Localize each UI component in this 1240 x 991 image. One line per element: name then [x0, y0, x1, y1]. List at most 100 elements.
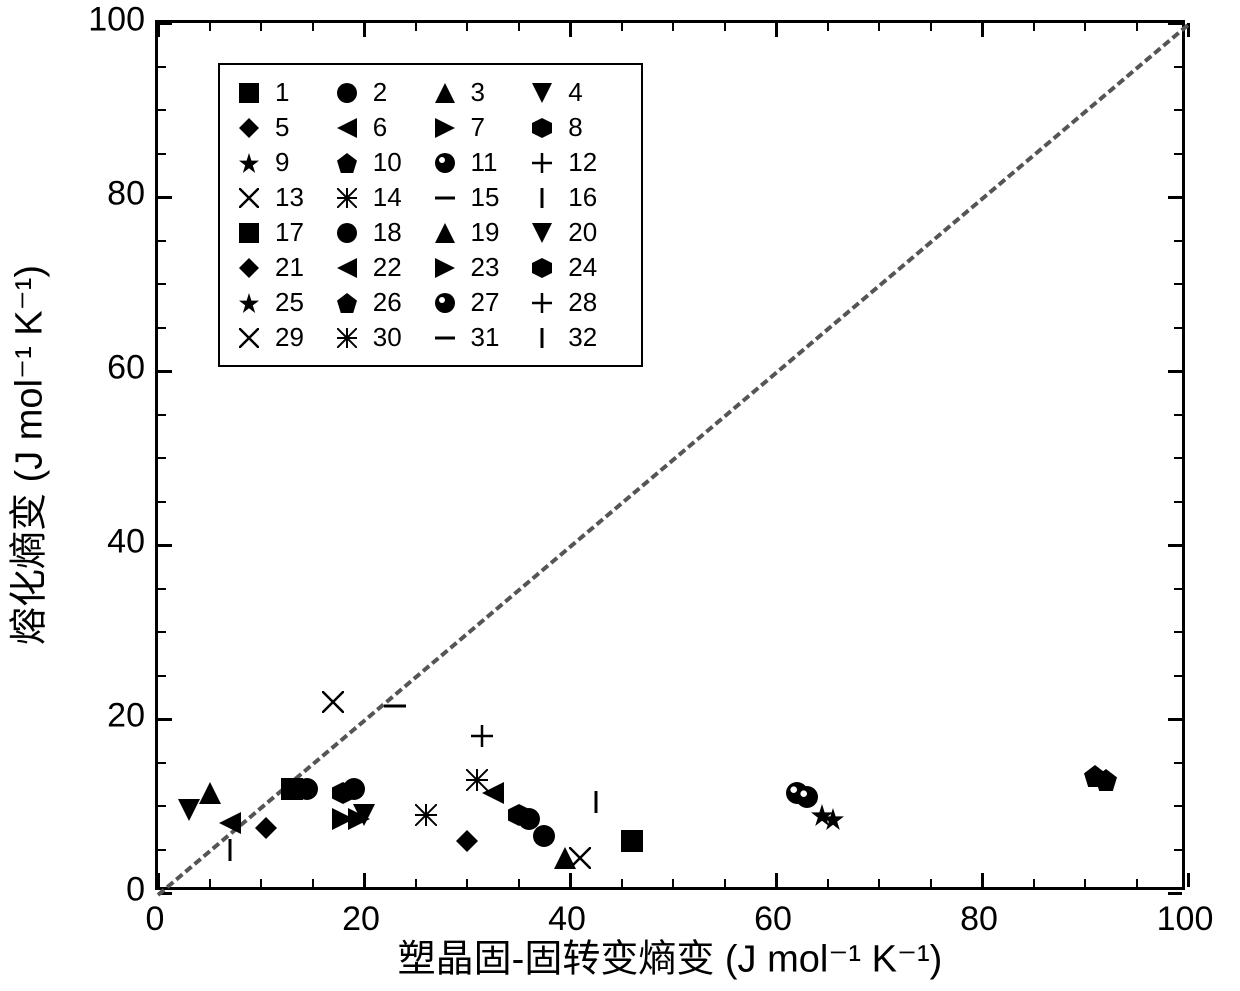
- legend-label: 14: [373, 182, 402, 213]
- legend-item-15: 15: [431, 182, 529, 213]
- data-point-6: [219, 812, 241, 834]
- legend-label: 23: [471, 252, 500, 283]
- legend-label: 30: [373, 322, 402, 353]
- legend-marker-icon: [431, 289, 459, 317]
- legend-rows: 1234567891011121314151617181920212223242…: [235, 75, 626, 355]
- legend-label: 19: [471, 217, 500, 248]
- data-point-15: [384, 695, 406, 717]
- legend-item-31: 31: [431, 322, 529, 353]
- legend-marker-icon: [235, 114, 263, 142]
- legend-item-22: 22: [333, 252, 431, 283]
- legend-item-20: 20: [528, 217, 626, 248]
- data-point-21: [456, 830, 478, 852]
- legend-label: 27: [471, 287, 500, 318]
- legend-label: 12: [568, 147, 597, 178]
- legend-marker-icon: [431, 114, 459, 142]
- y-tick-label: 80: [107, 175, 145, 214]
- data-point-22: [482, 782, 504, 804]
- legend-item-27: 27: [431, 287, 529, 318]
- legend-marker-icon: [333, 114, 361, 142]
- data-point-16: [219, 839, 241, 861]
- legend-label: 13: [275, 182, 304, 213]
- legend-item-17: 17: [235, 217, 333, 248]
- data-point-32: [585, 791, 607, 813]
- x-tick-label: 100: [1157, 900, 1214, 939]
- legend-label: 22: [373, 252, 402, 283]
- data-point-10: [1095, 769, 1117, 791]
- x-tick-label: 20: [342, 900, 380, 939]
- legend-label: 6: [373, 112, 387, 143]
- legend-item-14: 14: [333, 182, 431, 213]
- x-axis-label: 塑晶固-固转变熵变 (J mol⁻¹ K⁻¹): [398, 928, 943, 983]
- legend-label: 28: [568, 287, 597, 318]
- y-tick-label: 60: [107, 349, 145, 388]
- legend-item-5: 5: [235, 112, 333, 143]
- legend-label: 8: [568, 112, 582, 143]
- legend-row: 17 18 19 20: [235, 215, 626, 250]
- legend-item-19: 19: [431, 217, 529, 248]
- legend-marker-icon: [235, 254, 263, 282]
- legend-item-32: 32: [528, 322, 626, 353]
- legend-label: 29: [275, 322, 304, 353]
- legend-item-4: 4: [528, 77, 626, 108]
- legend-label: 31: [471, 322, 500, 353]
- legend-label: 16: [568, 182, 597, 213]
- legend-item-13: 13: [235, 182, 333, 213]
- legend-marker-icon: [528, 184, 556, 212]
- data-point-14: [415, 804, 437, 826]
- legend-label: 9: [275, 147, 289, 178]
- legend-item-30: 30: [333, 322, 431, 353]
- legend-item-9: 9: [235, 147, 333, 178]
- legend-marker-icon: [431, 184, 459, 212]
- legend-item-11: 11: [431, 147, 529, 178]
- legend-label: 18: [373, 217, 402, 248]
- legend-item-24: 24: [528, 252, 626, 283]
- legend-marker-icon: [333, 79, 361, 107]
- legend-row: 29 30 31 32: [235, 320, 626, 355]
- legend-item-26: 26: [333, 287, 431, 318]
- legend-item-6: 6: [333, 112, 431, 143]
- data-point-20: [353, 804, 375, 826]
- legend-marker-icon: [333, 184, 361, 212]
- legend-item-21: 21: [235, 252, 333, 283]
- chart-container: 1234567891011121314151617181920212223242…: [155, 20, 1185, 890]
- data-point-17: [621, 830, 643, 852]
- legend-item-12: 12: [528, 147, 626, 178]
- legend-label: 11: [471, 147, 498, 178]
- data-point-2: [296, 778, 318, 800]
- y-tick-label: 0: [126, 871, 145, 910]
- legend-row: 9 10 11 12: [235, 145, 626, 180]
- data-point-3: [199, 782, 221, 804]
- plot-area: 1234567891011121314151617181920212223242…: [155, 20, 1185, 890]
- legend-item-28: 28: [528, 287, 626, 318]
- legend-row: 5 6 7 8: [235, 110, 626, 145]
- data-point-5: [255, 817, 277, 839]
- legend-label: 17: [275, 217, 304, 248]
- legend-marker-icon: [235, 149, 263, 177]
- legend-marker-icon: [431, 324, 459, 352]
- legend-item-29: 29: [235, 322, 333, 353]
- x-tick-label: 40: [548, 900, 586, 939]
- legend-label: 2: [373, 77, 387, 108]
- legend-marker-icon: [235, 324, 263, 352]
- legend-marker-icon: [431, 254, 459, 282]
- legend-label: 7: [471, 112, 485, 143]
- x-tick-label: 80: [960, 900, 998, 939]
- y-axis-label: 熔化熵变 (J mol⁻¹ K⁻¹): [0, 265, 53, 645]
- legend-marker-icon: [528, 149, 556, 177]
- legend-marker-icon: [528, 114, 556, 142]
- legend-marker-icon: [235, 184, 263, 212]
- legend-item-18: 18: [333, 217, 431, 248]
- legend-marker-icon: [235, 79, 263, 107]
- legend-marker-icon: [333, 254, 361, 282]
- legend-item-8: 8: [528, 112, 626, 143]
- data-point-29: [569, 847, 591, 869]
- data-point-13: [322, 691, 344, 713]
- data-point-18: [343, 778, 365, 800]
- legend-item-1: 1: [235, 77, 333, 108]
- x-tick-label: 60: [754, 900, 792, 939]
- legend-item-3: 3: [431, 77, 529, 108]
- legend-marker-icon: [528, 289, 556, 317]
- legend-item-10: 10: [333, 147, 431, 178]
- legend-marker-icon: [528, 79, 556, 107]
